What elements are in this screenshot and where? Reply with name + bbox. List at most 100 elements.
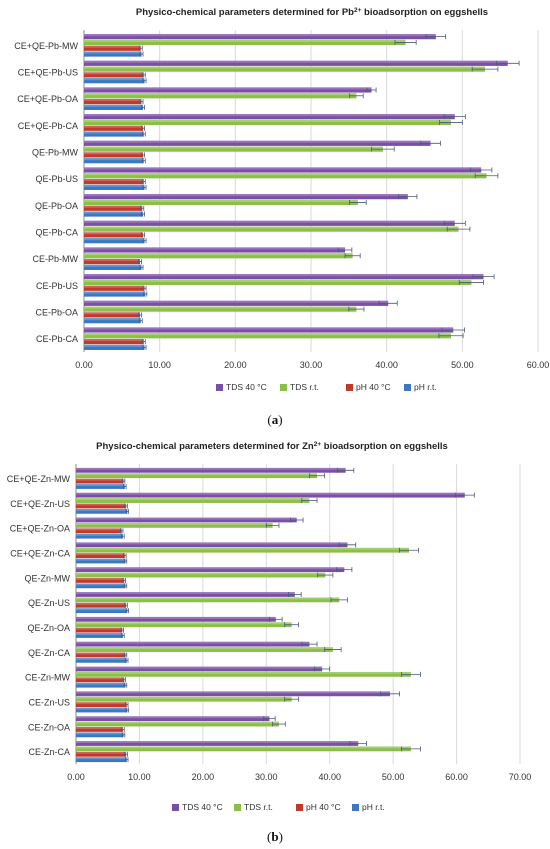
- bar-ph-40-c: [76, 602, 127, 608]
- bar-highlight: [76, 757, 127, 760]
- bar-tds-r-t-: [84, 119, 451, 126]
- bar-highlight: [84, 167, 482, 170]
- bar-highlight: [84, 306, 357, 309]
- bar-highlight: [84, 194, 408, 197]
- bar-highlight: [76, 716, 270, 719]
- legend-swatch: [346, 384, 353, 391]
- category-label: QE-Pb-MW: [32, 148, 79, 158]
- bar-tds-40-c: [76, 616, 276, 622]
- category-label: QE-Zn-US: [28, 598, 70, 608]
- bar-ph-r-t-: [76, 732, 124, 738]
- bar-tds-40-c: [76, 592, 295, 597]
- x-tick-label: 10.00: [128, 772, 151, 782]
- bar-highlight: [76, 578, 125, 580]
- x-tick-label: 10.00: [148, 360, 171, 370]
- category-label: CE+QE-Pb-US: [18, 68, 78, 78]
- bar-tds-40-c: [84, 34, 436, 40]
- bar-highlight: [76, 602, 127, 605]
- bar-tds-40-c: [76, 716, 270, 722]
- bar-highlight: [76, 558, 126, 561]
- bar-ph-40-c: [76, 727, 123, 732]
- chart-b-svg: Physico-chemical parameters determined f…: [7, 441, 532, 813]
- bar-ph-r-t-: [76, 608, 128, 614]
- bar-ph-r-t-: [76, 484, 125, 489]
- bar-highlight: [84, 211, 144, 214]
- bar-highlight: [76, 503, 127, 506]
- bar-ph-r-t-: [76, 633, 123, 638]
- bar-highlight: [76, 616, 276, 619]
- bar-tds-40-c: [76, 492, 465, 498]
- bar-tds-40-c: [76, 691, 390, 697]
- bar-ph-r-t-: [84, 264, 142, 270]
- bar-ph-r-t-: [84, 158, 144, 164]
- x-tick-label: 30.00: [300, 360, 323, 370]
- bar-highlight: [76, 567, 345, 570]
- bar-highlight: [76, 473, 318, 476]
- x-tick-label: 30.00: [255, 772, 278, 782]
- bar-highlight: [84, 87, 372, 90]
- bar-highlight: [84, 104, 144, 107]
- category-label: CE-Zn-OA: [28, 722, 70, 732]
- bar-tds-40-c: [84, 247, 346, 253]
- category-label: QE-Zn-CA: [28, 648, 70, 658]
- category-label: CE+QE-Pb-MW: [14, 41, 78, 51]
- bar-tds-40-c: [76, 542, 348, 548]
- bar-ph-40-c: [84, 258, 140, 265]
- bar-highlight: [76, 741, 359, 744]
- bar-highlight: [76, 682, 126, 685]
- chart-a-svg: Physico-chemical parameters determined f…: [14, 7, 550, 393]
- bar-ph-r-t-: [76, 533, 123, 539]
- bar-tds-40-c: [84, 140, 431, 146]
- bar-highlight: [76, 721, 279, 724]
- legend-swatch: [352, 804, 359, 811]
- category-label: CE-Pb-MW: [33, 254, 79, 264]
- bar-highlight: [76, 522, 273, 525]
- bar-tds-r-t-: [84, 93, 357, 99]
- bar-ph-40-c: [84, 98, 142, 105]
- category-label: QE-Pb-OA: [35, 201, 78, 211]
- bar-highlight: [84, 238, 145, 241]
- bar-highlight: [84, 51, 142, 54]
- bar-tds-r-t-: [76, 547, 409, 553]
- legend-label: TDS 40 °C: [182, 802, 223, 812]
- category-label: QE-Pb-US: [35, 174, 78, 184]
- bar-highlight: [84, 232, 144, 235]
- bar-ph-40-c: [76, 677, 125, 683]
- bar-highlight: [84, 253, 353, 256]
- bar-highlight: [84, 152, 144, 155]
- bar-highlight: [76, 751, 127, 754]
- bar-tds-40-c: [84, 327, 454, 333]
- bar-tds-40-c: [84, 167, 482, 173]
- bar-ph-40-c: [76, 627, 123, 633]
- category-label: CE-Pb-US: [36, 281, 78, 291]
- legend-swatch: [172, 804, 179, 811]
- category-label: CE-Zn-CA: [28, 747, 70, 757]
- x-tick-label: 20.00: [192, 772, 215, 782]
- category-label: QE-Zn-MW: [25, 573, 71, 583]
- bar-highlight: [76, 508, 128, 511]
- bar-ph-40-c: [84, 338, 144, 345]
- bar-tds-40-c: [76, 517, 297, 523]
- legend-label: pH 40 °C: [306, 802, 341, 812]
- bar-highlight: [76, 597, 340, 600]
- category-label: CE+QE-Zn-US: [10, 499, 70, 509]
- x-tick-label: 60.00: [445, 772, 468, 782]
- bar-tds-40-c: [76, 567, 345, 573]
- bar-highlight: [84, 285, 145, 288]
- bar-tds-40-c: [76, 666, 323, 672]
- category-label: CE+QE-Zn-MW: [7, 474, 71, 484]
- bar-highlight: [76, 528, 122, 531]
- bar-highlight: [76, 517, 297, 520]
- caption-b: (b): [267, 829, 283, 844]
- chart-title: Physico-chemical parameters determined f…: [136, 7, 488, 19]
- bar-tds-r-t-: [76, 522, 273, 528]
- legend-swatch: [234, 804, 241, 811]
- x-tick-label: 0.00: [67, 772, 85, 782]
- bar-highlight: [76, 547, 409, 550]
- category-label: QE-Zn-OA: [27, 623, 70, 633]
- x-tick-label: 40.00: [318, 772, 341, 782]
- x-tick-label: 60.00: [527, 360, 550, 370]
- bar-highlight: [76, 707, 128, 710]
- bar-highlight: [84, 291, 146, 294]
- bar-ph-40-c: [76, 751, 127, 757]
